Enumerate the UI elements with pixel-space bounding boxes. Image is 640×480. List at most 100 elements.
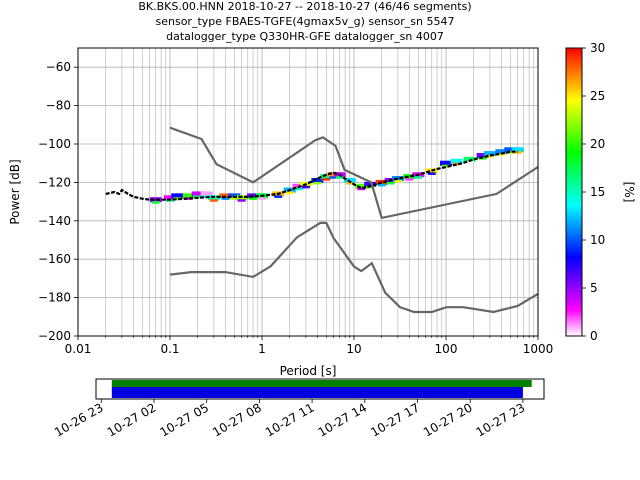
data-layer [105,126,538,314]
x-axis-label: Period [s] [280,364,337,378]
psd-spread-cell [483,151,496,157]
title-line-3: datalogger_type Q330HR-GFE datalogger_sn… [166,30,444,43]
psd-spread-cell [450,158,463,164]
colorbar-gradient [565,47,583,337]
x-tick-label: 0.1 [160,342,179,356]
x-axis-ticks: 0.01 0.1 1 10 100 1000 [65,336,554,356]
y-axis-ticks: −200 −180 −160 −140 −120 −100 −80 −60 [38,60,78,343]
timeline-frame [95,378,545,400]
colorbar-label: [%] [622,182,636,203]
psd-spread-cell [221,197,230,200]
psd-plot: 0.01 0.1 1 10 100 1000 −200 −180 −160 −140 −120 −1… [8,47,554,378]
psd-spread-cell [149,197,162,203]
psd-spread-cell [345,181,354,185]
psd-spread-cell [403,174,416,180]
psd-spread-cell [355,183,368,189]
psd-spread-cell [495,149,508,155]
psd-spread-cell [171,193,184,199]
psd-spread-cell [465,160,474,164]
colorbar-tick-label: 20 [590,137,605,151]
timeline-tick-label: 10-27 14 [316,400,370,439]
psd-spread-cell [427,172,436,175]
title-line-1: BK.BKS.00.HNN 2018-10-27 -- 2018-10-27 (… [138,0,471,13]
x-tick-label: 1000 [523,342,554,356]
psd-spread-cell [173,197,182,200]
psd-spread-cell [182,193,195,199]
y-tick-label: −160 [38,252,71,266]
psd-spread-cell [311,177,324,183]
colorbar-tick-label: 0 [590,329,598,343]
psd-spread-cell [184,197,193,200]
colorbar-tick-label: 25 [590,89,605,103]
psd-spread-cell [391,176,404,182]
timeline-tick-label: 10-27 02 [105,400,159,439]
x-tick-label: 10 [346,342,361,356]
psd-spread-cell [249,197,258,200]
y-tick-label: −80 [46,99,71,113]
psd-spread-cell [335,176,344,179]
y-tick-label: −120 [38,175,71,189]
x-tick-label: 1 [258,342,266,356]
psd-spread-cell [230,197,239,200]
colorbar: 0 5 10 15 20 25 30 [%] [565,41,636,343]
psd-spread-cell [393,180,402,183]
timeline-tick-label: 10-27 20 [421,400,475,439]
psd-spread-cell [386,181,395,185]
y-axis-label: Power [dB] [8,159,22,224]
psd-spread-cell [405,178,414,181]
timeline-tick-label: 10-27 23 [474,400,528,439]
timeline-tick-label: 10-27 11 [263,400,317,439]
noise-model-low-line [169,221,538,314]
psd-spread-cell [506,151,515,154]
colorbar-tick-label: 10 [590,233,605,247]
plot-background [78,48,538,336]
timeline-bar [111,380,532,387]
plot-frame [77,47,539,337]
psd-spread-cell [357,187,366,191]
y-tick-label: −60 [46,60,71,74]
colorbar-tick-label: 15 [590,185,605,199]
y-tick-label: −100 [38,137,71,151]
colorbar-tick-label: 5 [590,281,598,295]
psd-spread-cell [320,174,333,180]
psd-spread-cell [414,176,423,179]
psd-spread-cell [151,201,160,204]
psd-spread-cell [191,191,204,197]
psd-spread-cell [377,183,386,187]
psd-spread-cell [237,199,246,202]
timeline-tick-label: 10-27 05 [157,400,211,439]
psd-spread-cell [485,155,494,158]
psd-spread-cell [301,185,310,189]
timeline-bar [111,387,523,398]
psd-spread-cell [476,153,489,159]
psd-spread-cell [258,197,266,200]
psd-spread-cell [442,164,450,168]
noise-model-high-line [169,126,538,220]
psd-spread-cell [463,156,476,162]
psd-spread-cell [313,181,322,185]
psd-spread-cell [294,187,303,191]
psd-spread-cell [200,191,213,197]
psd-mode-line [105,150,518,201]
psd-spread-cell [364,181,377,187]
colorbar-ticks: 0 5 10 15 20 25 30 [582,41,605,343]
x-tick-label: 0.01 [65,342,92,356]
psd-spread-cell [193,195,202,198]
timeline-tick-label: 10-27 17 [368,400,422,439]
timeline-tick-label: 10-26 23 [52,400,106,439]
psd-spread-cell [329,176,338,179]
psd-spread-cell [164,195,176,201]
psd-spread-cell [511,147,524,153]
psd-spread-cell [285,191,294,195]
timeline-tick-label: 10-27 08 [210,400,264,439]
psd-spread-cell [440,160,452,166]
timeline-bars [111,380,532,398]
x-tick-label: 100 [435,342,458,356]
psd-spread-cell [327,172,340,178]
colorbar-tick-label: 30 [590,41,605,55]
psd-spread-cell [504,147,517,153]
psd-spread-cell [322,178,331,181]
